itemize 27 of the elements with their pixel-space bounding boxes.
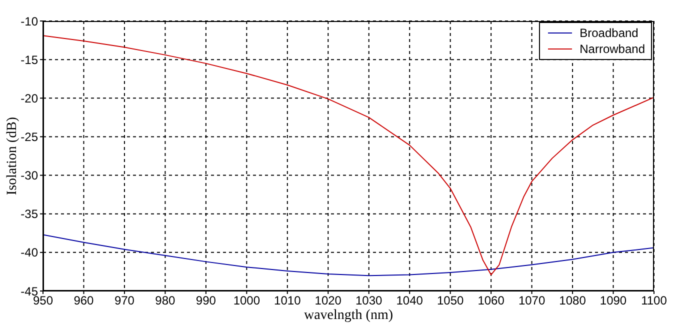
y-tick-label: -15: [20, 52, 38, 67]
x-tick-label: 1100: [641, 294, 668, 308]
x-tick-label: 1080: [559, 294, 586, 308]
y-tick-label: -30: [20, 168, 38, 183]
y-tick-label: -20: [20, 91, 38, 106]
x-tick-label: 1090: [600, 294, 627, 308]
x-tick-label: 990: [196, 294, 216, 308]
x-tick-label: 1020: [314, 294, 342, 308]
y-tick-label: -40: [20, 246, 38, 260]
line-series: [43, 234, 654, 276]
x-tick-label: 1060: [478, 294, 505, 308]
x-axis-title: wavelngth (nm): [304, 308, 394, 323]
y-tick-label: -35: [20, 207, 38, 222]
x-tick-label: 1030: [356, 294, 383, 308]
x-tick-label: 960: [74, 294, 94, 308]
y-tick-label: -10: [20, 14, 38, 28]
x-tick-label: 1050: [436, 294, 464, 308]
x-tick-label: 1070: [518, 294, 546, 308]
x-tick-label: 1010: [274, 294, 302, 308]
x-tick-label: 1040: [396, 294, 424, 308]
y-tick-label: -25: [20, 130, 38, 144]
x-tick-label: 970: [114, 294, 135, 308]
y-axis-title: Isolation (dB): [5, 116, 20, 196]
x-tick-label: 1000: [233, 294, 260, 308]
legend-label: Broadband: [580, 25, 638, 41]
x-tick-label: 980: [155, 294, 176, 308]
legend-label: Narrowband: [580, 41, 645, 57]
